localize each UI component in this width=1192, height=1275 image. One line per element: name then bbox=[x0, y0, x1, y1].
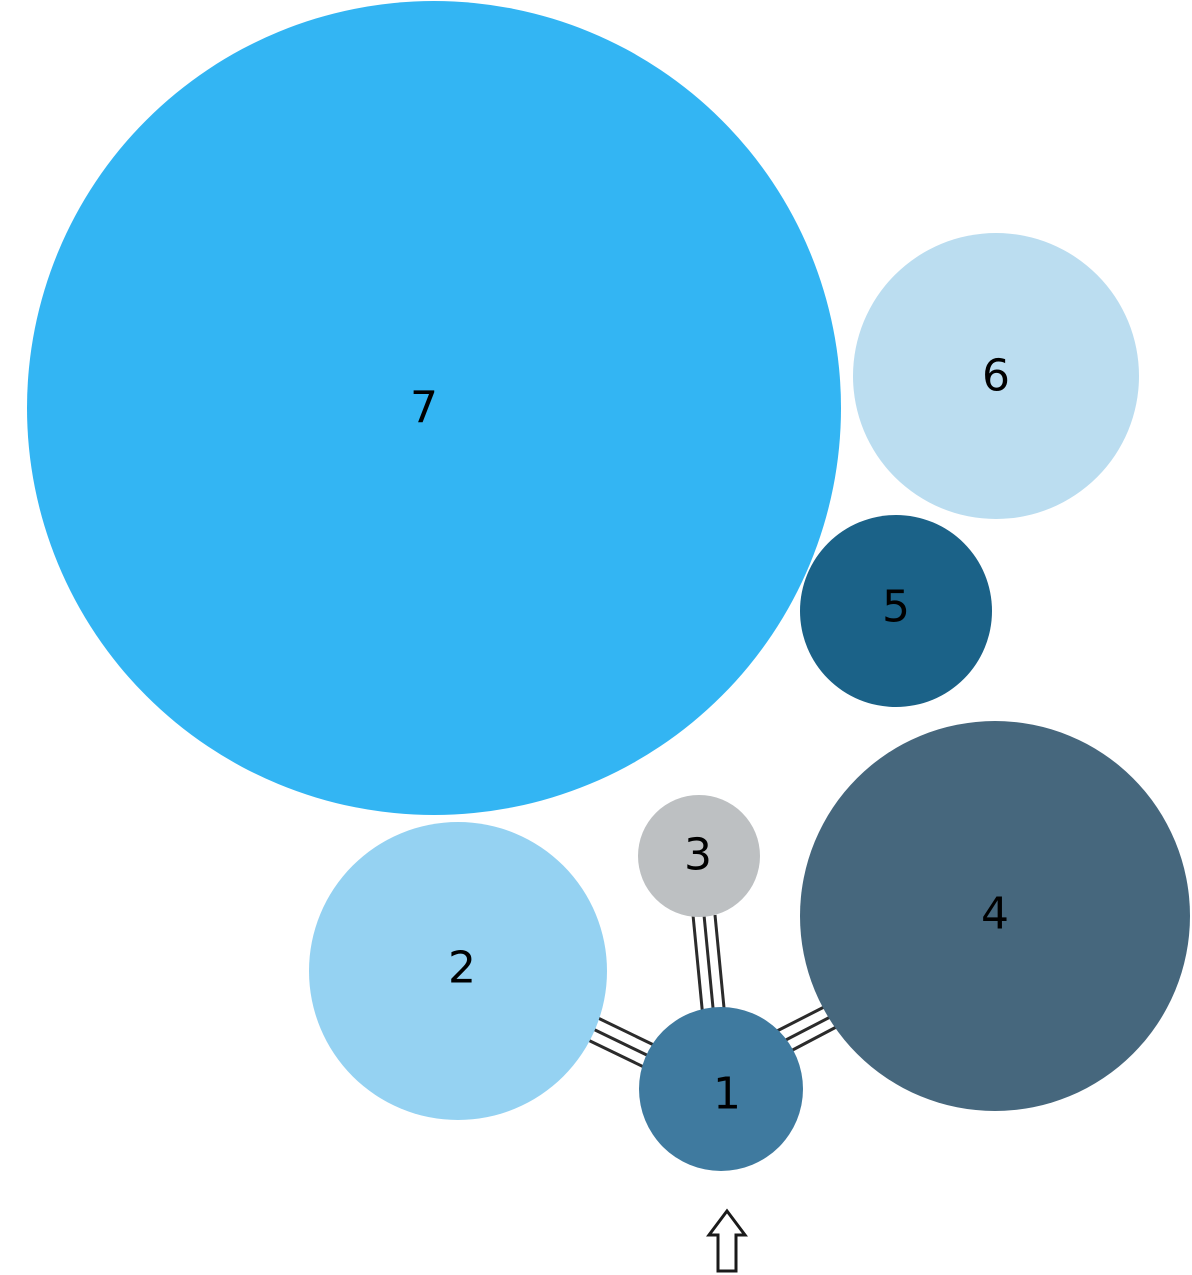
node-7-label: 7 bbox=[410, 383, 438, 434]
node-1-label: 1 bbox=[713, 1069, 741, 1120]
node-3-circle bbox=[638, 795, 760, 917]
node-6-circle bbox=[853, 233, 1139, 519]
node-4-label: 4 bbox=[981, 889, 1009, 940]
node-4-circle bbox=[800, 721, 1190, 1111]
node-3-label: 3 bbox=[684, 830, 712, 881]
node-1-circle bbox=[639, 1007, 803, 1171]
node-2-label: 2 bbox=[448, 943, 476, 994]
connector-1-3 bbox=[691, 914, 727, 1019]
node-7-circle bbox=[27, 1, 841, 815]
node-2-circle bbox=[309, 822, 607, 1120]
connector-1-4 bbox=[774, 1002, 843, 1056]
node-5-label: 5 bbox=[882, 582, 910, 633]
connector-1-2 bbox=[587, 1016, 661, 1072]
node-6-label: 6 bbox=[982, 351, 1010, 402]
up-arrow-icon bbox=[706, 1208, 748, 1273]
node-5-circle bbox=[800, 515, 992, 707]
